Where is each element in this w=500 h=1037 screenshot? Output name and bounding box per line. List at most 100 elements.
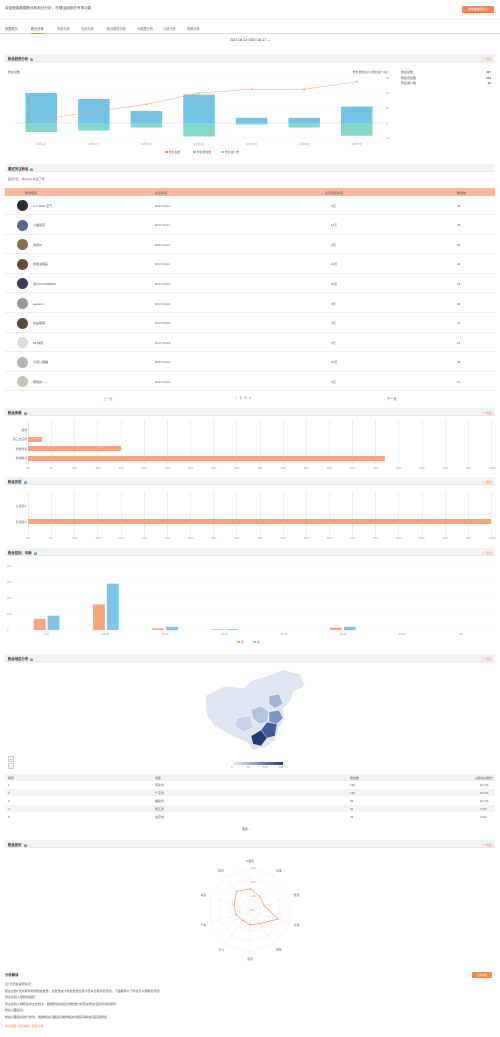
avatar[interactable] — [17, 337, 28, 349]
total-point — [303, 88, 305, 91]
fan-name[interactable]: FUTURE-空气 — [33, 203, 53, 208]
x-tick-label: 20% — [118, 467, 124, 470]
scale-label: 50 — [247, 766, 250, 769]
x-tick-label: 04月15日 — [246, 142, 257, 146]
gender-title: 粉丝性别、年龄? — [8, 551, 37, 556]
avatar[interactable] — [17, 200, 28, 211]
x-tick-label: 35% — [188, 467, 194, 470]
fan-count: 47 — [457, 321, 461, 326]
top-action-button[interactable]: 去粉丝数据中心 — [462, 6, 494, 13]
follow-date: 2017-04-16 — [155, 321, 171, 326]
avatar[interactable] — [17, 219, 28, 231]
fan-name[interactable]: 小熊儿猪猫 — [33, 360, 49, 365]
fan-name[interactable]: 我前进明亮 — [33, 262, 49, 267]
x-tick-label: 04月12日 — [88, 142, 99, 146]
avatar[interactable] — [17, 376, 28, 388]
fan-name[interactable]: 嗯呃的—— — [33, 379, 49, 384]
type-export-button[interactable]: 导出 — [483, 480, 492, 484]
help-icon[interactable]: ? — [23, 843, 27, 847]
x-tick-label: 25% — [141, 537, 147, 540]
help-icon[interactable]: ? — [30, 657, 34, 661]
rank: 3 — [8, 799, 10, 803]
gender-export-button[interactable]: 导出 — [483, 551, 492, 555]
avatar[interactable] — [17, 317, 28, 329]
tab-2[interactable]: 内容分析 — [57, 27, 70, 31]
tab-3[interactable]: 互动分析 — [81, 27, 94, 31]
count: 91 — [350, 807, 354, 811]
tab-1[interactable]: 粉丝分析 — [31, 26, 44, 34]
table-row: 5 北京市 49 3.9% — [5, 813, 495, 820]
avatar[interactable] — [17, 356, 28, 368]
count: 130 — [350, 783, 356, 787]
tab-4[interactable]: 粉丝服务分析 — [107, 27, 127, 31]
summary-button[interactable]: 立即解析 — [472, 972, 492, 978]
radar-point — [235, 890, 238, 893]
fan-name[interactable]: 寒鞋Hi — [33, 242, 42, 247]
fan-count: 29 — [457, 360, 461, 365]
scale-label: 150 — [279, 766, 284, 769]
follow-date: 2017-04-16 — [155, 379, 171, 384]
trend-export-button[interactable]: 导出 — [483, 57, 492, 61]
trend-right-note: 粉丝增加(左) 5 粉丝减少(右) — [353, 70, 388, 74]
page-3[interactable]: 3 — [244, 396, 247, 400]
date-range-selector[interactable]: 2017-04-11~2017-04-17 ⌄ — [229, 38, 271, 42]
gender-age-chart: 400 300 200 100 0 0-17 18-24 25-29 30-34 35-39 40-… — [7, 564, 491, 636]
help-icon[interactable]: ? — [33, 551, 37, 555]
region-more-button[interactable]: 更多 ⌄ — [242, 827, 252, 831]
summary-line: 男女性别人群粉丝趋势： — [5, 995, 39, 999]
source-export-button[interactable]: 导出 — [483, 411, 492, 415]
y-tick-label: 100 — [7, 612, 12, 616]
radar-label: 美食 — [201, 893, 207, 897]
x-tick-label: 100% — [489, 537, 496, 540]
radar-point — [233, 904, 235, 906]
help-icon[interactable]: ? — [30, 167, 34, 171]
follow-date: 2017-04-16 — [155, 281, 171, 286]
help-icon[interactable]: ? — [30, 57, 34, 61]
fan-count: 16 — [457, 281, 461, 286]
tab-7[interactable]: 视频分析 — [187, 27, 200, 31]
trend-ylabel: 粉丝总数 — [8, 70, 21, 74]
page-2[interactable]: 2 — [239, 396, 242, 400]
fan-name[interactable]: 用户5717355294 — [33, 281, 56, 286]
radar-point — [259, 922, 261, 925]
radar-axis — [225, 875, 251, 911]
tab-6[interactable]: 订阅分析 — [163, 27, 176, 31]
follow-date: 2017-04-11 — [155, 262, 171, 267]
prev-page-button[interactable]: 上一页 — [103, 397, 113, 401]
fan-name[interactable]: 小猫迷蒙 — [33, 223, 46, 228]
help-icon[interactable]: ? — [23, 480, 27, 484]
summary-footer-links[interactable]: 用户画像 | 粉丝推荐 | 更多分析 — [5, 1024, 44, 1028]
interest-export-button[interactable]: 导出 — [483, 843, 492, 847]
gender-section: 粉丝性别、年龄? 导出 400 300 200 100 0 0-17 18-24 25-29 3… — [5, 548, 495, 648]
region-export-button[interactable]: 导出 — [483, 657, 492, 661]
avatar[interactable] — [17, 278, 28, 290]
radar-tick: 0% — [251, 909, 255, 912]
x-tick-label: 50% — [257, 537, 263, 540]
avatar[interactable] — [17, 239, 28, 251]
fan-name[interactable]: Mr.林若 — [33, 340, 44, 345]
zoom-out-button[interactable]: − — [8, 763, 14, 769]
y-tick-label: 0 — [7, 628, 9, 632]
fan-name[interactable]: 我是萌萌 — [33, 321, 46, 326]
zoom-in-button[interactable]: + — [8, 756, 14, 762]
tab-5[interactable]: 大数据分析 — [137, 27, 153, 31]
fan-name[interactable]: wwww-li — [33, 301, 44, 306]
help-icon[interactable]: ? — [23, 411, 27, 415]
x-tick-label: 04月16日 — [299, 142, 310, 146]
tab-0[interactable]: 数据概况 — [5, 27, 18, 31]
category-label: 第三方应用 — [13, 437, 27, 441]
next-page-button[interactable]: 下一页 — [387, 397, 397, 401]
avatar[interactable] — [17, 298, 28, 309]
avatar[interactable] — [17, 258, 28, 270]
region-table: 排序 地区 粉丝数 占粉丝总数比 1 河北省 130 10.7% 2 广东省 126 10.2% 3 福建… — [5, 774, 495, 826]
legend-item: 粉丝增加数 — [193, 150, 211, 154]
page-4[interactable]: 4 — [249, 396, 252, 400]
page-1[interactable]: 1 — [235, 396, 237, 400]
summary-title: 分析解读 — [5, 973, 19, 977]
radar-point — [241, 919, 244, 921]
radar-axis — [249, 909, 290, 924]
summary-section: 分析解读 立即解析 近7天粉丝减增情况： 粉丝总数7天内累积新增粉丝数量，总数量减… — [5, 970, 495, 1030]
china-map[interactable] — [195, 666, 310, 761]
